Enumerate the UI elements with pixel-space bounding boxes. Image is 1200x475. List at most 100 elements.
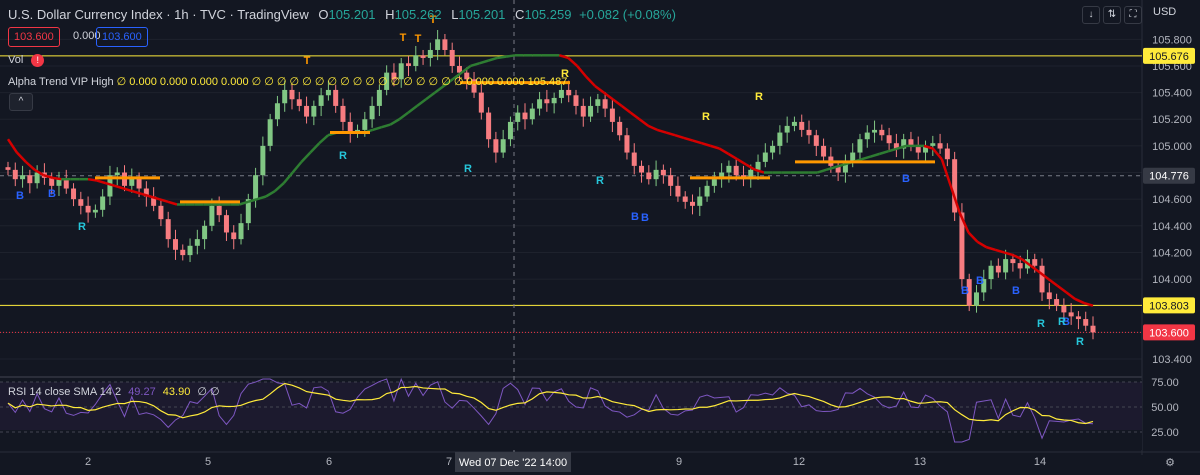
sell-button[interactable]: 103.600: [8, 27, 60, 47]
alpha-trend-segment: [834, 163, 845, 169]
candle-body: [602, 99, 608, 109]
candle-body: [937, 143, 943, 149]
candle-body: [71, 188, 77, 200]
candle-body: [216, 205, 222, 216]
alpha-trend-segment: [736, 158, 747, 166]
candle-body: [384, 72, 390, 90]
scroll-down-icon[interactable]: ↓: [1082, 6, 1100, 24]
candle-body: [362, 119, 368, 130]
price-axis-tick: 105.800: [1152, 34, 1192, 46]
alpha-trend-segment: [967, 231, 979, 243]
candle-body: [1032, 259, 1038, 266]
alpha-trend-segment: [43, 173, 53, 180]
candle-body: [238, 223, 244, 240]
alpha-trend-segment: [238, 200, 249, 206]
alpha-trend-segment: [1029, 264, 1041, 274]
vol-indicator-legend[interactable]: Vol!: [8, 54, 45, 67]
alpha-trend-segment: [407, 104, 418, 114]
alpha-trend-segment: [692, 139, 703, 145]
candle-body: [369, 105, 375, 120]
alpha-trend-segment: [96, 179, 107, 185]
alpha-trend-segment: [870, 152, 880, 158]
signal-label: R: [339, 150, 347, 162]
candle-body: [952, 159, 958, 213]
time-axis-tick: 14: [1034, 456, 1046, 468]
alpha-trend-segment: [816, 168, 827, 174]
alpha-trend-segment: [861, 155, 872, 161]
candle-body: [988, 265, 994, 280]
candle-body: [456, 65, 462, 73]
currency-selector[interactable]: USD: [1153, 6, 1177, 18]
signal-label: T: [430, 14, 437, 26]
signal-label: T: [304, 55, 311, 67]
signal-label: B: [48, 188, 56, 200]
rsi-axis-tick: 75.00: [1151, 377, 1179, 389]
candle-body: [813, 135, 819, 146]
alpha-trend-segment: [754, 168, 765, 174]
alpha-trend-segment: [282, 171, 294, 184]
symbol-title[interactable]: U.S. Dollar Currency Index · 1h · TVC · …: [8, 7, 309, 22]
alpha-trend-segment: [52, 176, 62, 181]
alpha-trend-segment: [443, 78, 454, 87]
candle-body: [915, 145, 921, 153]
candle-body: [376, 89, 382, 106]
candle-body: [406, 63, 412, 66]
alpha-trend-segment: [318, 134, 329, 145]
alpha-trend-legend[interactable]: Alpha Trend VIP High ∅ 0.000 0.000 0.000…: [8, 75, 567, 88]
candle-body: [966, 279, 972, 306]
candle-body: [151, 196, 157, 206]
price-axis-tick: 105.200: [1152, 114, 1192, 126]
candle-body: [842, 161, 848, 173]
warning-icon[interactable]: !: [31, 54, 45, 67]
candle-body: [558, 89, 564, 98]
alpha-trend-segment: [496, 55, 507, 60]
candle-body: [413, 55, 419, 66]
candle-body: [282, 89, 288, 104]
alpha-trend-segment: [300, 151, 312, 163]
alpha-trend-segment: [425, 91, 436, 101]
alpha-trend-segment: [15, 151, 27, 163]
candle-body: [930, 143, 936, 146]
price-tag-text: 104.776: [1149, 171, 1189, 183]
candle-body: [180, 249, 186, 256]
candle-body: [893, 143, 899, 149]
alpha-trend-segment: [940, 158, 952, 187]
buy-button[interactable]: 103.600: [96, 27, 148, 47]
signal-label: R: [1037, 318, 1045, 330]
candle-body: [165, 219, 171, 240]
rsi-legend[interactable]: RSI 14 close SMA 14 2 49.27 43.90 ∅ ∅: [8, 385, 220, 398]
price-axis-tick: 104.600: [1152, 194, 1192, 206]
candle-body: [748, 169, 754, 180]
time-axis-tick: 12: [793, 456, 805, 468]
rsi-sma-value: 43.90: [162, 386, 191, 398]
alpha-trend-segment: [309, 142, 321, 154]
signal-label: T: [400, 32, 407, 44]
candle-body: [27, 175, 33, 184]
rsi-line: [7, 377, 1094, 443]
time-axis-tick: 5: [205, 456, 211, 468]
collapse-legend-button[interactable]: ^: [9, 93, 33, 111]
alpha-trend-segment: [638, 118, 650, 127]
high-label: H: [385, 7, 395, 22]
candle-body: [267, 119, 273, 146]
fullscreen-icon[interactable]: ⛶: [1124, 6, 1142, 24]
candle-body: [209, 205, 215, 226]
candle-body: [908, 139, 914, 146]
price-tag-text: 105.676: [1149, 51, 1189, 63]
settings-icon[interactable]: ⚙: [1165, 457, 1175, 469]
candle-body: [551, 97, 557, 104]
candle-body: [500, 139, 506, 153]
candle-body: [566, 89, 572, 96]
candle-body: [129, 177, 135, 186]
alpha-trend-values: ∅ 0.000 0.000 0.000 0.000 ∅ ∅ ∅ ∅ ∅ ∅ ∅ …: [116, 76, 568, 88]
alpha-trend-segment: [460, 64, 472, 74]
alpha-trend-segment: [434, 84, 445, 94]
candle-body: [944, 148, 950, 160]
signal-label: B: [1062, 316, 1070, 328]
alpha-trend-segment: [273, 182, 285, 193]
sort-icon[interactable]: ⇅: [1103, 6, 1121, 24]
candle-body: [289, 89, 295, 100]
candle-body: [347, 121, 353, 133]
candle-body: [471, 79, 477, 93]
